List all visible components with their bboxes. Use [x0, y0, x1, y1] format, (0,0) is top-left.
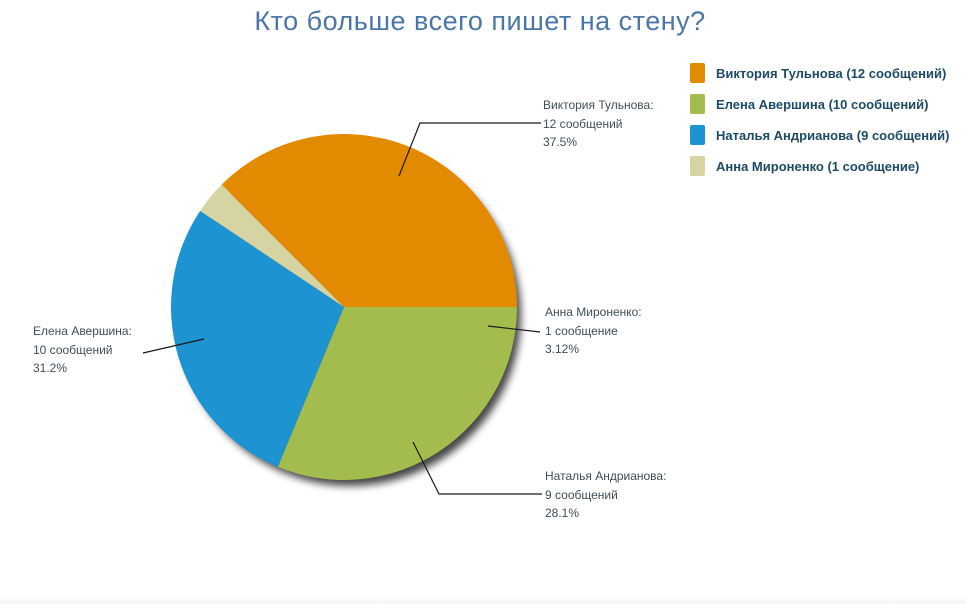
legend-item-4[interactable]: Анна Мироненко (1 сообщение): [690, 154, 949, 178]
callout-name: Наталья Андрианова:: [545, 469, 667, 483]
pie-slice-1-viktoriya[interactable]: [221, 133, 518, 307]
chart-title: Кто больше всего пишет на стену?: [254, 6, 706, 36]
pie-callout-1: Виктория Тульнова: 12 сообщений 37.5%: [543, 96, 654, 152]
callout-name: Елена Авершина:: [33, 324, 132, 338]
bottom-fade: [0, 597, 966, 604]
callout-percent: 37.5%: [543, 135, 578, 149]
legend-label: Анна Мироненко (1 сообщение): [716, 158, 920, 174]
pie-slice-2-elena[interactable]: [277, 307, 517, 480]
pie-slices: [171, 133, 518, 480]
chart-legend: Виктория Тульнова (12 сообщений) Елена А…: [690, 61, 949, 178]
callout-value: 10 сообщений: [33, 342, 113, 357]
legend-swatch-beige: [690, 156, 705, 176]
leader-line-4: [412, 441, 542, 495]
callout-value: 1 сообщение: [545, 323, 618, 338]
legend-item-2[interactable]: Елена Авершина (10 сообщений): [690, 92, 949, 116]
pie-slice-3-natalya[interactable]: [171, 210, 344, 467]
pie-slice-4-anna[interactable]: [200, 184, 344, 307]
pie-callout-4: Анна Мироненко: 1 сообщение 3.12%: [545, 303, 642, 359]
pie-callout-2: Елена Авершина: 10 сообщений 31.2%: [33, 322, 132, 378]
legend-label: Елена Авершина (10 сообщений): [716, 96, 929, 112]
leader-line-3: [487, 325, 541, 333]
legend-swatch-green: [690, 94, 705, 114]
legend-label: Наталья Андрианова (9 сообщений): [716, 127, 950, 143]
legend-label: Виктория Тульнова (12 сообщений): [716, 65, 947, 81]
callout-name: Анна Мироненко:: [545, 305, 642, 319]
callout-percent: 3.12%: [545, 342, 580, 356]
callout-percent: 31.2%: [33, 361, 68, 375]
callout-name: Виктория Тульнова:: [543, 98, 654, 112]
legend-item-3[interactable]: Наталья Андрианова (9 сообщений): [690, 123, 949, 147]
legend-swatch-orange: [690, 63, 705, 83]
legend-item-1[interactable]: Виктория Тульнова (12 сообщений): [690, 61, 949, 85]
callout-value: 12 сообщений: [543, 116, 623, 131]
leader-line-1: [398, 122, 541, 177]
leader-line-2: [142, 338, 205, 354]
callout-percent: 28.1%: [545, 506, 580, 520]
pie-callout-3: Наталья Андрианова: 9 сообщений 28.1%: [545, 467, 666, 523]
callout-value: 9 сообщений: [545, 487, 618, 502]
legend-swatch-blue: [690, 125, 705, 145]
callout-leader-lines: [142, 122, 542, 495]
